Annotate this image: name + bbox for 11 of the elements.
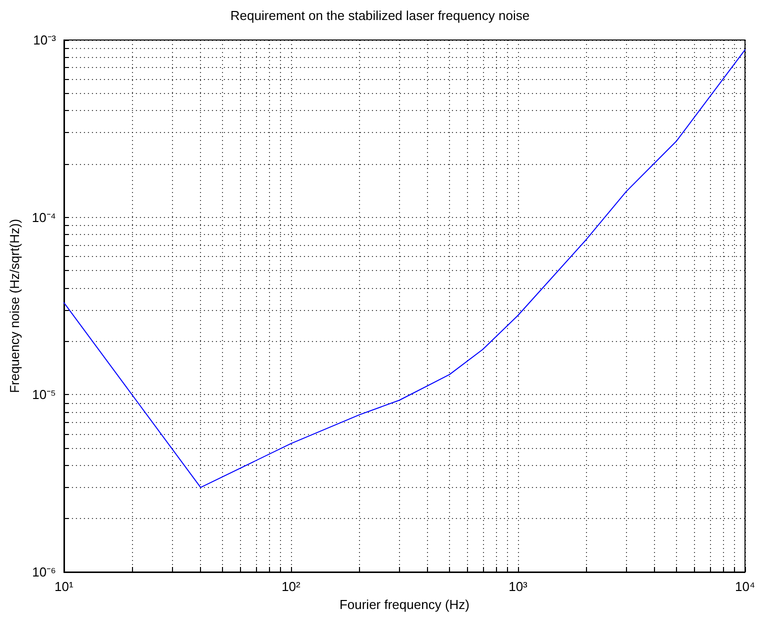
- y-tick-label: 10⁻⁴: [32, 210, 56, 225]
- x-axis-title: Fourier frequency (Hz): [339, 597, 470, 612]
- x-tick-label: 10²: [282, 579, 302, 594]
- y-tick-label: 10⁻⁶: [32, 564, 56, 580]
- y-tick-label: 10⁻⁵: [32, 387, 56, 402]
- y-axis-title: Frequency noise (Hz/sqrt(Hz)): [7, 218, 22, 394]
- x-tick-label: 10⁴: [734, 579, 756, 594]
- chart-title: Requirement on the stabilized laser frequency noise: [230, 8, 530, 23]
- y-tick-label: 10⁻³: [33, 32, 57, 48]
- x-tick-label: 10³: [508, 579, 528, 594]
- x-tick-label: 10¹: [54, 579, 74, 594]
